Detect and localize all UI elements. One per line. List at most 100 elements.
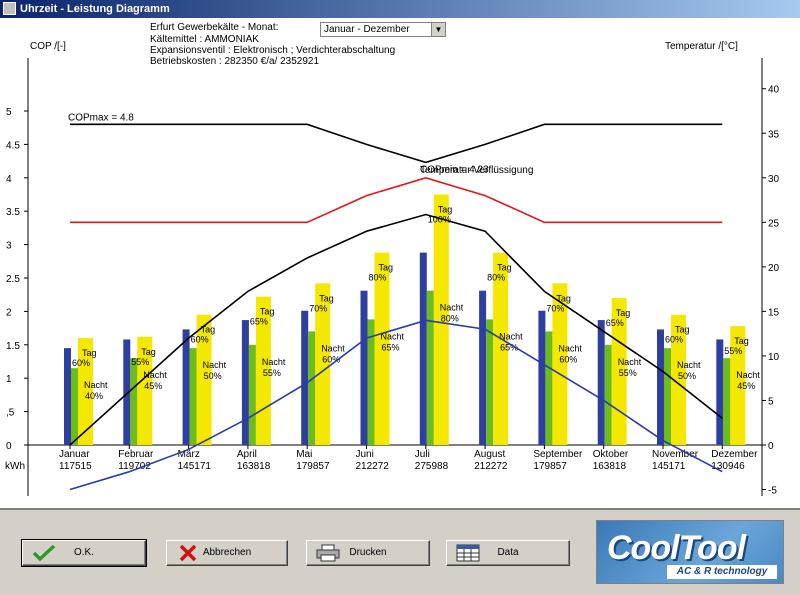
day-label: Tag: [497, 263, 512, 273]
right-tick-label: 0: [768, 441, 774, 452]
cancel-button-label: Abbrechen: [202, 547, 252, 558]
night-label: Nacht: [321, 343, 345, 353]
x-tick-label: Februar: [118, 449, 154, 460]
day-percent-label: 55%: [724, 346, 742, 356]
day-percent-label: 70%: [309, 303, 327, 313]
ok-button-label: O.K.: [73, 547, 94, 558]
chart-area: Erfurt Gewerbekälte - Monat: Januar - De…: [0, 18, 800, 510]
day-bar: [255, 296, 271, 445]
left-tick-label: 4.5: [6, 140, 20, 151]
day-bar: [78, 338, 93, 445]
ok-button[interactable]: O.K.: [21, 539, 147, 567]
print-button[interactable]: Drucken: [306, 540, 430, 566]
left-tick-label: 0: [6, 441, 12, 452]
day-label: Tag: [616, 308, 631, 318]
x-tick-label: März: [178, 449, 200, 460]
x-tick-label: April: [237, 449, 257, 460]
night-percent-label: 65%: [382, 342, 400, 352]
right-tick-label: 30: [768, 174, 780, 185]
kwh-label: 130946: [711, 461, 745, 472]
left-tick-label: 2: [6, 307, 12, 318]
night-percent-label: 45%: [144, 381, 162, 391]
night-percent-label: 55%: [619, 368, 637, 378]
night-percent-label: 80%: [441, 314, 459, 324]
kwh-label: 212272: [356, 461, 390, 472]
printer-icon: [316, 544, 340, 562]
right-tick-label: 20: [768, 263, 780, 274]
month-select[interactable]: Januar - Dezember ▼: [320, 22, 446, 37]
day-bar: [433, 194, 449, 445]
close-icon: [179, 544, 197, 562]
day-percent-label: 80%: [487, 273, 505, 283]
day-label: Tag: [201, 325, 216, 335]
cop-bar: [360, 290, 368, 445]
night-bar: [486, 319, 494, 445]
night-bar: [130, 358, 138, 445]
data-button[interactable]: Data: [446, 540, 570, 566]
night-bar: [248, 344, 256, 445]
cop-limit-line: [70, 123, 723, 164]
day-label: Tag: [438, 205, 453, 215]
cop-bar: [64, 348, 71, 445]
night-percent-label: 45%: [737, 381, 755, 391]
kwh-label: 119702: [118, 461, 151, 472]
day-label: Tag: [141, 347, 156, 357]
x-unit-label: kWh: [5, 461, 25, 472]
day-percent-label: 70%: [546, 303, 564, 313]
day-bar: [730, 326, 746, 445]
condensation-temperature-line: [70, 176, 723, 224]
right-tick-label: 35: [768, 129, 780, 140]
day-bar: [137, 336, 153, 445]
header-refrigerant: Kältemittel : AMMONIAK: [150, 34, 259, 45]
x-tick-label: Mai: [296, 449, 312, 460]
day-label: Tag: [260, 307, 275, 317]
day-percent-label: 80%: [369, 273, 387, 283]
title-bar: Uhrzeit - Leistung Diagramm: [0, 0, 800, 18]
header-location: Erfurt Gewerbekälte - Monat:: [150, 22, 279, 33]
day-percent-label: 55%: [131, 357, 149, 367]
left-tick-label: 1: [6, 374, 12, 385]
night-bar: [308, 331, 316, 445]
left-tick-label: 1.5: [6, 341, 20, 352]
cooltool-logo: CoolTool AC & R technology: [596, 520, 784, 584]
header-expansion-valve: Expansionsventil : Elektronisch ; Verdic…: [150, 45, 396, 56]
night-percent-label: 65%: [500, 342, 518, 352]
night-percent-label: 50%: [678, 371, 696, 381]
print-button-label: Drucken: [349, 547, 387, 558]
day-percent-label: 60%: [72, 358, 90, 368]
night-percent-label: 60%: [559, 354, 577, 364]
night-label: Nacht: [618, 357, 642, 367]
condensation-annotation: Temperatur Verflüssigung: [420, 165, 533, 176]
cop-bar: [657, 329, 664, 445]
day-label: Tag: [82, 348, 97, 358]
kwh-label: 117515: [59, 461, 92, 472]
right-tick-label: 40: [768, 85, 780, 96]
left-tick-label: 4: [6, 174, 12, 185]
night-percent-label: 40%: [85, 391, 103, 401]
x-tick-label: Juni: [356, 449, 374, 460]
copmin-annotation: COPmin = 4.23: [420, 164, 489, 175]
night-label: Nacht: [558, 343, 582, 353]
kwh-label: 163818: [237, 461, 271, 472]
logo-sub-text: AC & R technology: [667, 565, 777, 579]
day-percent-label: 65%: [606, 318, 624, 328]
left-tick-label: ,5: [6, 408, 15, 419]
right-tick-label: 5: [768, 396, 774, 407]
night-bar: [545, 331, 553, 445]
right-tick-label: -5: [768, 486, 777, 497]
night-label: Nacht: [203, 360, 227, 370]
left-tick-label: 2.5: [6, 274, 20, 285]
cop-bar: [301, 310, 309, 445]
chevron-down-icon[interactable]: ▼: [431, 23, 445, 36]
month-select-value: Januar - Dezember: [324, 24, 410, 35]
day-label: Tag: [734, 336, 749, 346]
x-tick-label: September: [533, 449, 583, 460]
evaporation-temperature-line: [69, 319, 723, 491]
cancel-button[interactable]: Abbrechen: [166, 540, 288, 566]
day-bar: [493, 252, 509, 445]
night-label: Nacht: [736, 370, 760, 380]
x-tick-label: Dezember: [711, 449, 758, 460]
x-tick-label: Juli: [415, 449, 430, 460]
night-bar: [189, 348, 197, 445]
day-bar: [671, 314, 686, 445]
